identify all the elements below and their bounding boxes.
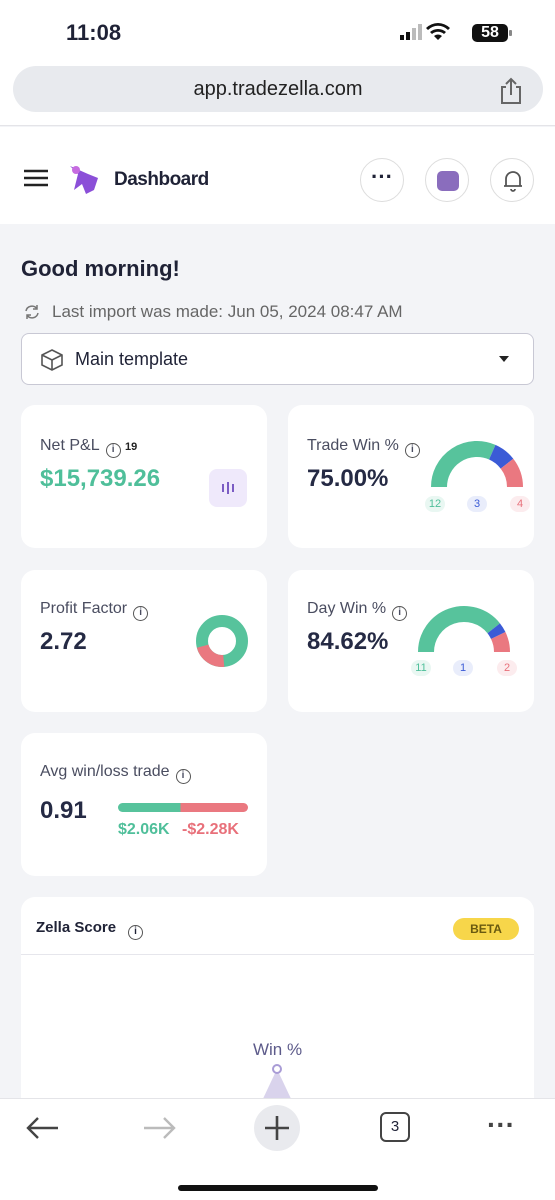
day-win-card[interactable]: Day Win % i 84.62% 11 1 2: [288, 570, 534, 712]
divider: [21, 954, 534, 955]
gauge-segment: [418, 606, 500, 653]
avg-loss: -$2.28K: [182, 821, 239, 838]
net-pnl-value: $15,739.26: [40, 465, 161, 492]
day-win-gauge: [418, 606, 510, 653]
last-import: Last import was made: Jun 05, 2024 08:47…: [52, 302, 403, 321]
notifications-button[interactable]: [490, 158, 534, 202]
greeting: Good morning!: [21, 256, 180, 281]
net-pnl-card[interactable]: Net P&L i 19 $15,739.26: [21, 405, 267, 548]
trade-win-card[interactable]: Trade Win % i 75.00% 12 3 4: [288, 405, 534, 548]
card-label: Trade Win %: [307, 437, 399, 454]
profit-factor-donut: [196, 615, 248, 667]
avg-ratio-value: 0.91: [40, 797, 87, 824]
url[interactable]: app.tradezella.com: [193, 78, 363, 100]
day-win-value: 84.62%: [307, 628, 389, 655]
profit-factor-card[interactable]: Profit Factor i 2.72: [21, 570, 267, 712]
avg-win-loss-card[interactable]: Avg win/loss trade i 0.91 $2.06K -$2.28K: [21, 733, 267, 876]
gauge-segment: [488, 444, 514, 469]
avg-win: $2.06K: [118, 821, 170, 838]
gauge-segment: [487, 623, 506, 640]
sync-icon: [25, 305, 39, 319]
status-time: 11:08: [66, 20, 122, 45]
beta-badge: BETA: [453, 918, 519, 940]
menu-button[interactable]: [24, 168, 48, 188]
bottom-toolbar: 3 ···: [0, 1098, 555, 1200]
trade-win-gauge: [431, 441, 523, 488]
chart-icon[interactable]: [209, 469, 247, 507]
forward-button[interactable]: [142, 1115, 178, 1141]
page-title: Dashboard: [114, 169, 209, 190]
menu-more-button[interactable]: ···: [487, 1109, 515, 1140]
new-tab-button[interactable]: [254, 1105, 300, 1151]
loss-count: 4: [510, 496, 530, 512]
breakeven-count: 1: [453, 660, 473, 676]
template-name: Main template: [75, 349, 189, 369]
loss-count: 2: [497, 660, 517, 676]
more-button[interactable]: ···: [360, 158, 404, 202]
status-icons: [400, 23, 512, 42]
gauge-segment: [500, 458, 523, 488]
zella-score-card: Zella Score i BETA Win %: [21, 897, 534, 1127]
radar-axis-label: Win %: [252, 1040, 303, 1059]
radar-vertex: [261, 1064, 293, 1103]
win-count: 12: [425, 496, 445, 512]
breakeven-count: 3: [467, 496, 487, 512]
url-bar[interactable]: [13, 66, 543, 112]
share-button[interactable]: [498, 77, 524, 105]
gauge-segment: [431, 441, 496, 488]
tabs-button[interactable]: 3: [380, 1112, 410, 1142]
win-count: 11: [411, 660, 431, 676]
zella-title: Zella Score i: [36, 919, 144, 940]
card-label: Day Win %: [307, 600, 387, 617]
profit-factor-value: 2.72: [40, 628, 87, 655]
home-indicator: [178, 1185, 378, 1191]
card-label: Profit Factor: [40, 600, 128, 617]
logo: [70, 166, 98, 194]
back-button[interactable]: [24, 1115, 60, 1141]
battery-level: 58: [481, 24, 499, 41]
trade-win-value: 75.00%: [307, 465, 389, 492]
gauge-segment: [490, 632, 510, 653]
card-label: Avg win/loss trade: [40, 763, 170, 780]
card-label: Net P&L: [40, 437, 100, 454]
wallet-button[interactable]: [425, 158, 469, 202]
trade-count-badge: 19: [125, 441, 138, 453]
template-select[interactable]: Main template: [21, 333, 534, 385]
win-loss-bar: [118, 803, 248, 812]
